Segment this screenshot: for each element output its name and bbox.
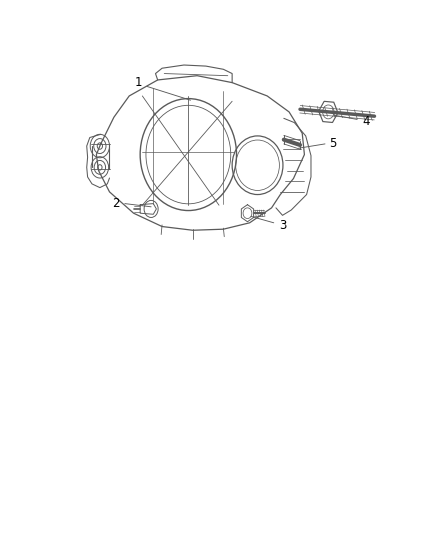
Text: 2: 2 (112, 197, 120, 210)
Text: 5: 5 (329, 138, 336, 150)
Text: 1: 1 (134, 76, 142, 89)
Text: 3: 3 (279, 219, 286, 232)
Text: 4: 4 (362, 115, 370, 128)
